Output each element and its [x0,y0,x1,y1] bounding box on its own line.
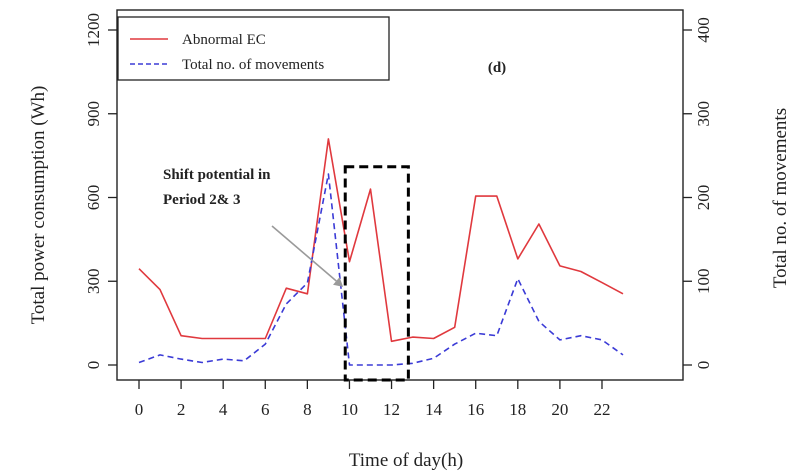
annotation-line-2: Period 2& 3 [163,192,240,208]
x-tick-label: 20 [551,400,568,419]
right-y-tick-label: 300 [694,101,713,127]
x-tick-label: 16 [467,400,484,419]
right-y-tick-label: 400 [694,17,713,43]
left-y-axis-title: Total power consumption (Wh) [28,86,49,325]
annotation-arrow [271,225,337,282]
x-tick-label: 4 [219,400,228,419]
left-y-tick-label: 900 [84,101,103,127]
left-y-axis: 0 300 600 900 1200 [84,13,117,369]
legend-label-movements: Total no. of movements [182,57,324,73]
right-y-tick-label: 0 [694,361,713,370]
x-tick-label: 18 [509,400,526,419]
legend-label-abnormal-ec: Abnormal EC [182,32,266,48]
right-y-tick-label: 200 [694,185,713,211]
x-tick-label: 0 [135,400,144,419]
x-tick-label: 6 [261,400,270,419]
x-tick-label: 14 [425,400,443,419]
right-y-axis-title: Total no. of movements [770,108,791,288]
x-tick-label: 10 [341,400,358,419]
left-y-tick-label: 300 [84,269,103,295]
right-y-axis: 0 100 200 300 400 [683,17,713,369]
x-tick-label: 2 [177,400,186,419]
left-y-tick-label: 0 [84,361,103,370]
panel-label: (d) [488,60,506,76]
annotation-arrowhead [333,277,344,287]
series-layer [138,138,624,366]
annotation-line-1: Shift potential in [163,167,271,183]
highlight-box [343,165,410,382]
series-line-abnormal-ec [138,138,624,343]
legend-box [117,16,390,81]
x-tick-label: 12 [383,400,400,419]
right-y-tick-label: 100 [694,269,713,295]
x-axis: 0 2 4 6 8 10 12 14 16 18 20 22 [135,380,610,419]
legend: Abnormal EC Total no. of movements [117,16,390,81]
left-y-tick-label: 1200 [84,13,103,47]
x-tick-label: 8 [303,400,312,419]
series-line-movements [138,173,624,366]
x-axis-title: Time of day(h) [349,450,463,471]
x-tick-label: 22 [593,400,610,419]
left-y-tick-label: 600 [84,185,103,211]
